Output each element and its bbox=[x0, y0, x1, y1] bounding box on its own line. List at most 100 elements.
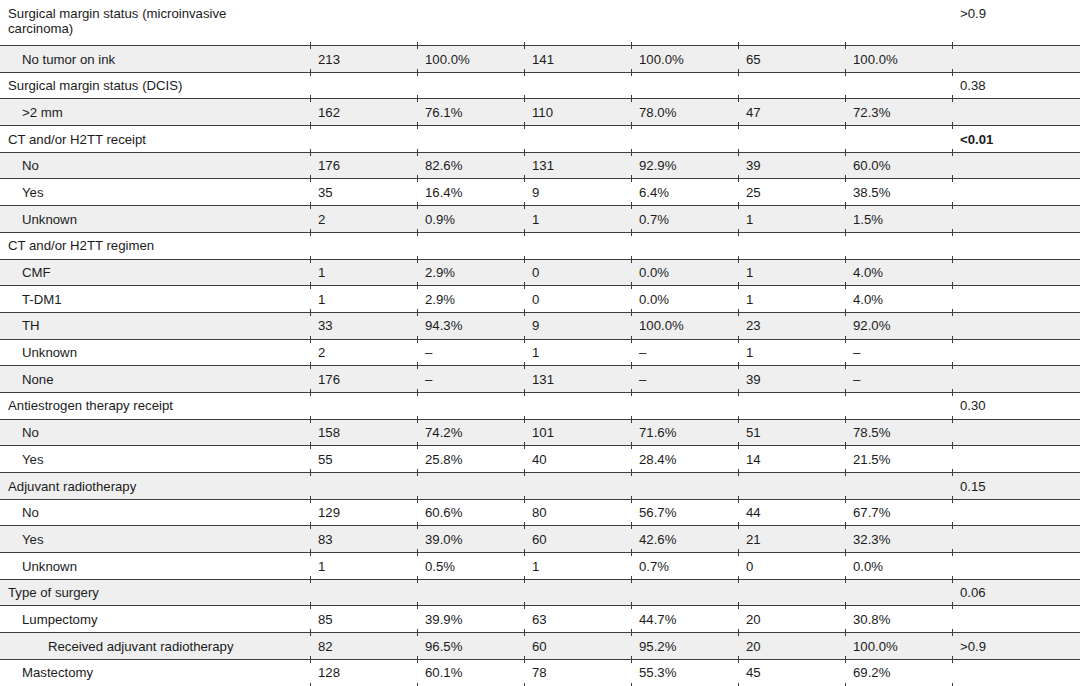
table-row: Unknown2–1–1– bbox=[0, 339, 1080, 366]
cell-pvalue: >0.9 bbox=[952, 633, 1080, 659]
cell-percent: 25.8% bbox=[417, 446, 524, 472]
table-row: Unknown10.5%10.7%00.0% bbox=[0, 552, 1080, 579]
cell-percent: – bbox=[631, 340, 738, 366]
cell-count: 82 bbox=[310, 633, 417, 659]
cell-pvalue bbox=[952, 286, 1080, 312]
cell-pvalue: <0.01 bbox=[952, 126, 1080, 152]
cell-count: 9 bbox=[524, 179, 631, 205]
cell-percent: – bbox=[417, 366, 524, 392]
cell-percent bbox=[631, 233, 738, 259]
table-row: No15874.2%10171.6%5178.5% bbox=[0, 419, 1080, 446]
cell-percent: 100.0% bbox=[845, 633, 952, 659]
cell-percent bbox=[845, 0, 952, 45]
cell-pvalue: 0.15 bbox=[952, 473, 1080, 499]
cell-count bbox=[524, 580, 631, 606]
cell-count: 20 bbox=[738, 606, 845, 632]
row-label: CT and/or H2TT regimen bbox=[0, 233, 310, 259]
cell-percent: 4.0% bbox=[845, 260, 952, 286]
cell-count: 9 bbox=[524, 313, 631, 339]
cell-pvalue bbox=[952, 260, 1080, 286]
cell-count: 55 bbox=[310, 446, 417, 472]
table-row-category: Adjuvant radiotherapy0.15 bbox=[0, 472, 1080, 499]
cell-percent bbox=[631, 73, 738, 99]
cell-count bbox=[524, 126, 631, 152]
cell-percent: – bbox=[845, 366, 952, 392]
cell-count: 23 bbox=[738, 313, 845, 339]
cell-percent: 95.2% bbox=[631, 633, 738, 659]
cell-percent: 38.5% bbox=[845, 179, 952, 205]
row-label: Unknown bbox=[0, 206, 310, 232]
cell-count: 40 bbox=[524, 446, 631, 472]
cell-percent: 0.5% bbox=[417, 553, 524, 579]
cell-percent: 60.1% bbox=[417, 660, 524, 686]
cell-percent bbox=[845, 73, 952, 99]
cell-pvalue: 0.06 bbox=[952, 580, 1080, 606]
cell-count: 51 bbox=[738, 420, 845, 446]
cell-percent: 0.0% bbox=[631, 286, 738, 312]
cell-pvalue bbox=[952, 660, 1080, 686]
cell-count: 20 bbox=[738, 633, 845, 659]
table-row-category: CT and/or H2TT regimen bbox=[0, 232, 1080, 259]
cell-percent bbox=[417, 0, 524, 45]
cell-count: 85 bbox=[310, 606, 417, 632]
cell-percent bbox=[631, 393, 738, 419]
cell-percent: 94.3% bbox=[417, 313, 524, 339]
cell-count: 1 bbox=[738, 206, 845, 232]
cell-count bbox=[738, 473, 845, 499]
cell-percent: – bbox=[845, 340, 952, 366]
cell-count bbox=[738, 73, 845, 99]
cell-percent bbox=[417, 73, 524, 99]
cell-count: 1 bbox=[524, 553, 631, 579]
table-row-category: Surgical margin status (microinvasive ca… bbox=[0, 0, 1080, 45]
row-label: T-DM1 bbox=[0, 286, 310, 312]
cell-percent: 6.4% bbox=[631, 179, 738, 205]
cell-percent: 16.4% bbox=[417, 179, 524, 205]
cell-percent: 96.5% bbox=[417, 633, 524, 659]
cell-percent bbox=[631, 580, 738, 606]
cell-count bbox=[524, 473, 631, 499]
cell-percent: 0.7% bbox=[631, 206, 738, 232]
cell-percent: 0.0% bbox=[631, 260, 738, 286]
cell-percent: 69.2% bbox=[845, 660, 952, 686]
cell-percent: 92.9% bbox=[631, 153, 738, 179]
cell-pvalue: 0.30 bbox=[952, 393, 1080, 419]
row-label: CT and/or H2TT receipt bbox=[0, 126, 310, 152]
cell-count: 25 bbox=[738, 179, 845, 205]
cell-count: 1 bbox=[310, 260, 417, 286]
cell-pvalue bbox=[952, 313, 1080, 339]
cell-count: 39 bbox=[738, 153, 845, 179]
row-label: No bbox=[0, 500, 310, 526]
cell-pvalue bbox=[952, 420, 1080, 446]
cell-percent: – bbox=[631, 366, 738, 392]
row-label: Unknown bbox=[0, 340, 310, 366]
cell-count bbox=[310, 126, 417, 152]
cell-percent bbox=[845, 126, 952, 152]
cell-pvalue bbox=[952, 206, 1080, 232]
cell-percent: 1.5% bbox=[845, 206, 952, 232]
cell-count bbox=[738, 233, 845, 259]
cell-percent: 32.3% bbox=[845, 526, 952, 552]
table-row: >2 mm16276.1%11078.0%4772.3% bbox=[0, 98, 1080, 125]
cell-percent: 39.9% bbox=[417, 606, 524, 632]
cell-percent: 2.9% bbox=[417, 260, 524, 286]
cell-count: 101 bbox=[524, 420, 631, 446]
cell-percent: 92.0% bbox=[845, 313, 952, 339]
cell-count: 129 bbox=[310, 500, 417, 526]
cell-percent bbox=[417, 580, 524, 606]
cell-percent bbox=[631, 0, 738, 45]
cell-count: 21 bbox=[738, 526, 845, 552]
cell-percent: 28.4% bbox=[631, 446, 738, 472]
cell-percent: 0.9% bbox=[417, 206, 524, 232]
cell-count: 1 bbox=[524, 340, 631, 366]
row-label: Lumpectomy bbox=[0, 606, 310, 632]
cell-pvalue: 0.38 bbox=[952, 73, 1080, 99]
cell-count: 80 bbox=[524, 500, 631, 526]
cell-count: 0 bbox=[524, 286, 631, 312]
cell-count bbox=[524, 233, 631, 259]
row-label: Surgical margin status (DCIS) bbox=[0, 73, 310, 99]
cell-pvalue bbox=[952, 606, 1080, 632]
table-body: Surgical margin status (microinvasive ca… bbox=[0, 0, 1080, 686]
cell-pvalue bbox=[952, 46, 1080, 72]
cell-count bbox=[524, 0, 631, 45]
cell-percent: 60.0% bbox=[845, 153, 952, 179]
